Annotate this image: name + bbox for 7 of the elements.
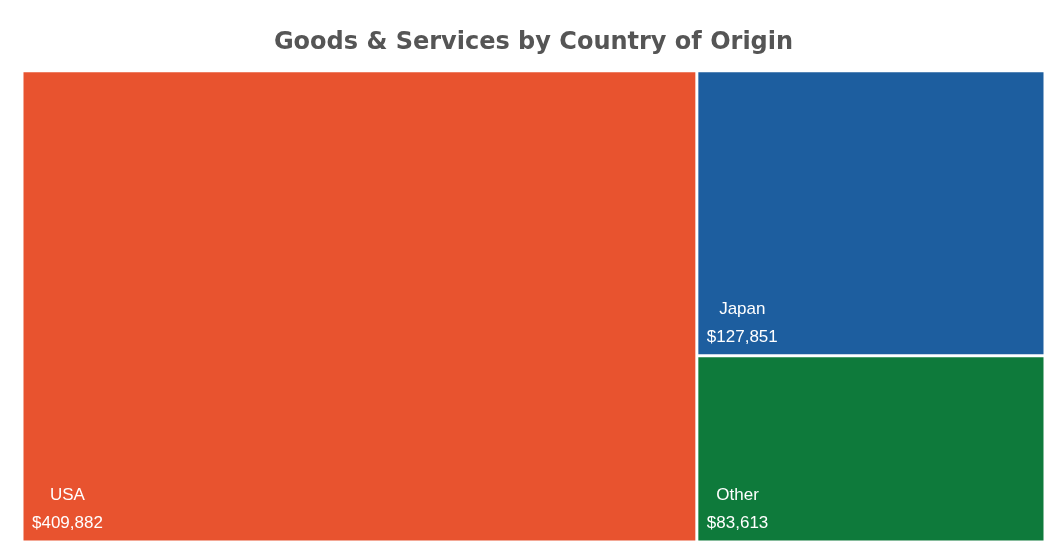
data-label: $409,882 [32,513,103,532]
data-label: $127,851 [706,326,778,346]
category-label: USA [49,485,86,504]
text: Goods & Services by Country of Origin [273,26,794,55]
data-label: $83,613 [706,513,769,532]
category-label: Japan [719,298,766,318]
category-label: Other [716,485,760,504]
